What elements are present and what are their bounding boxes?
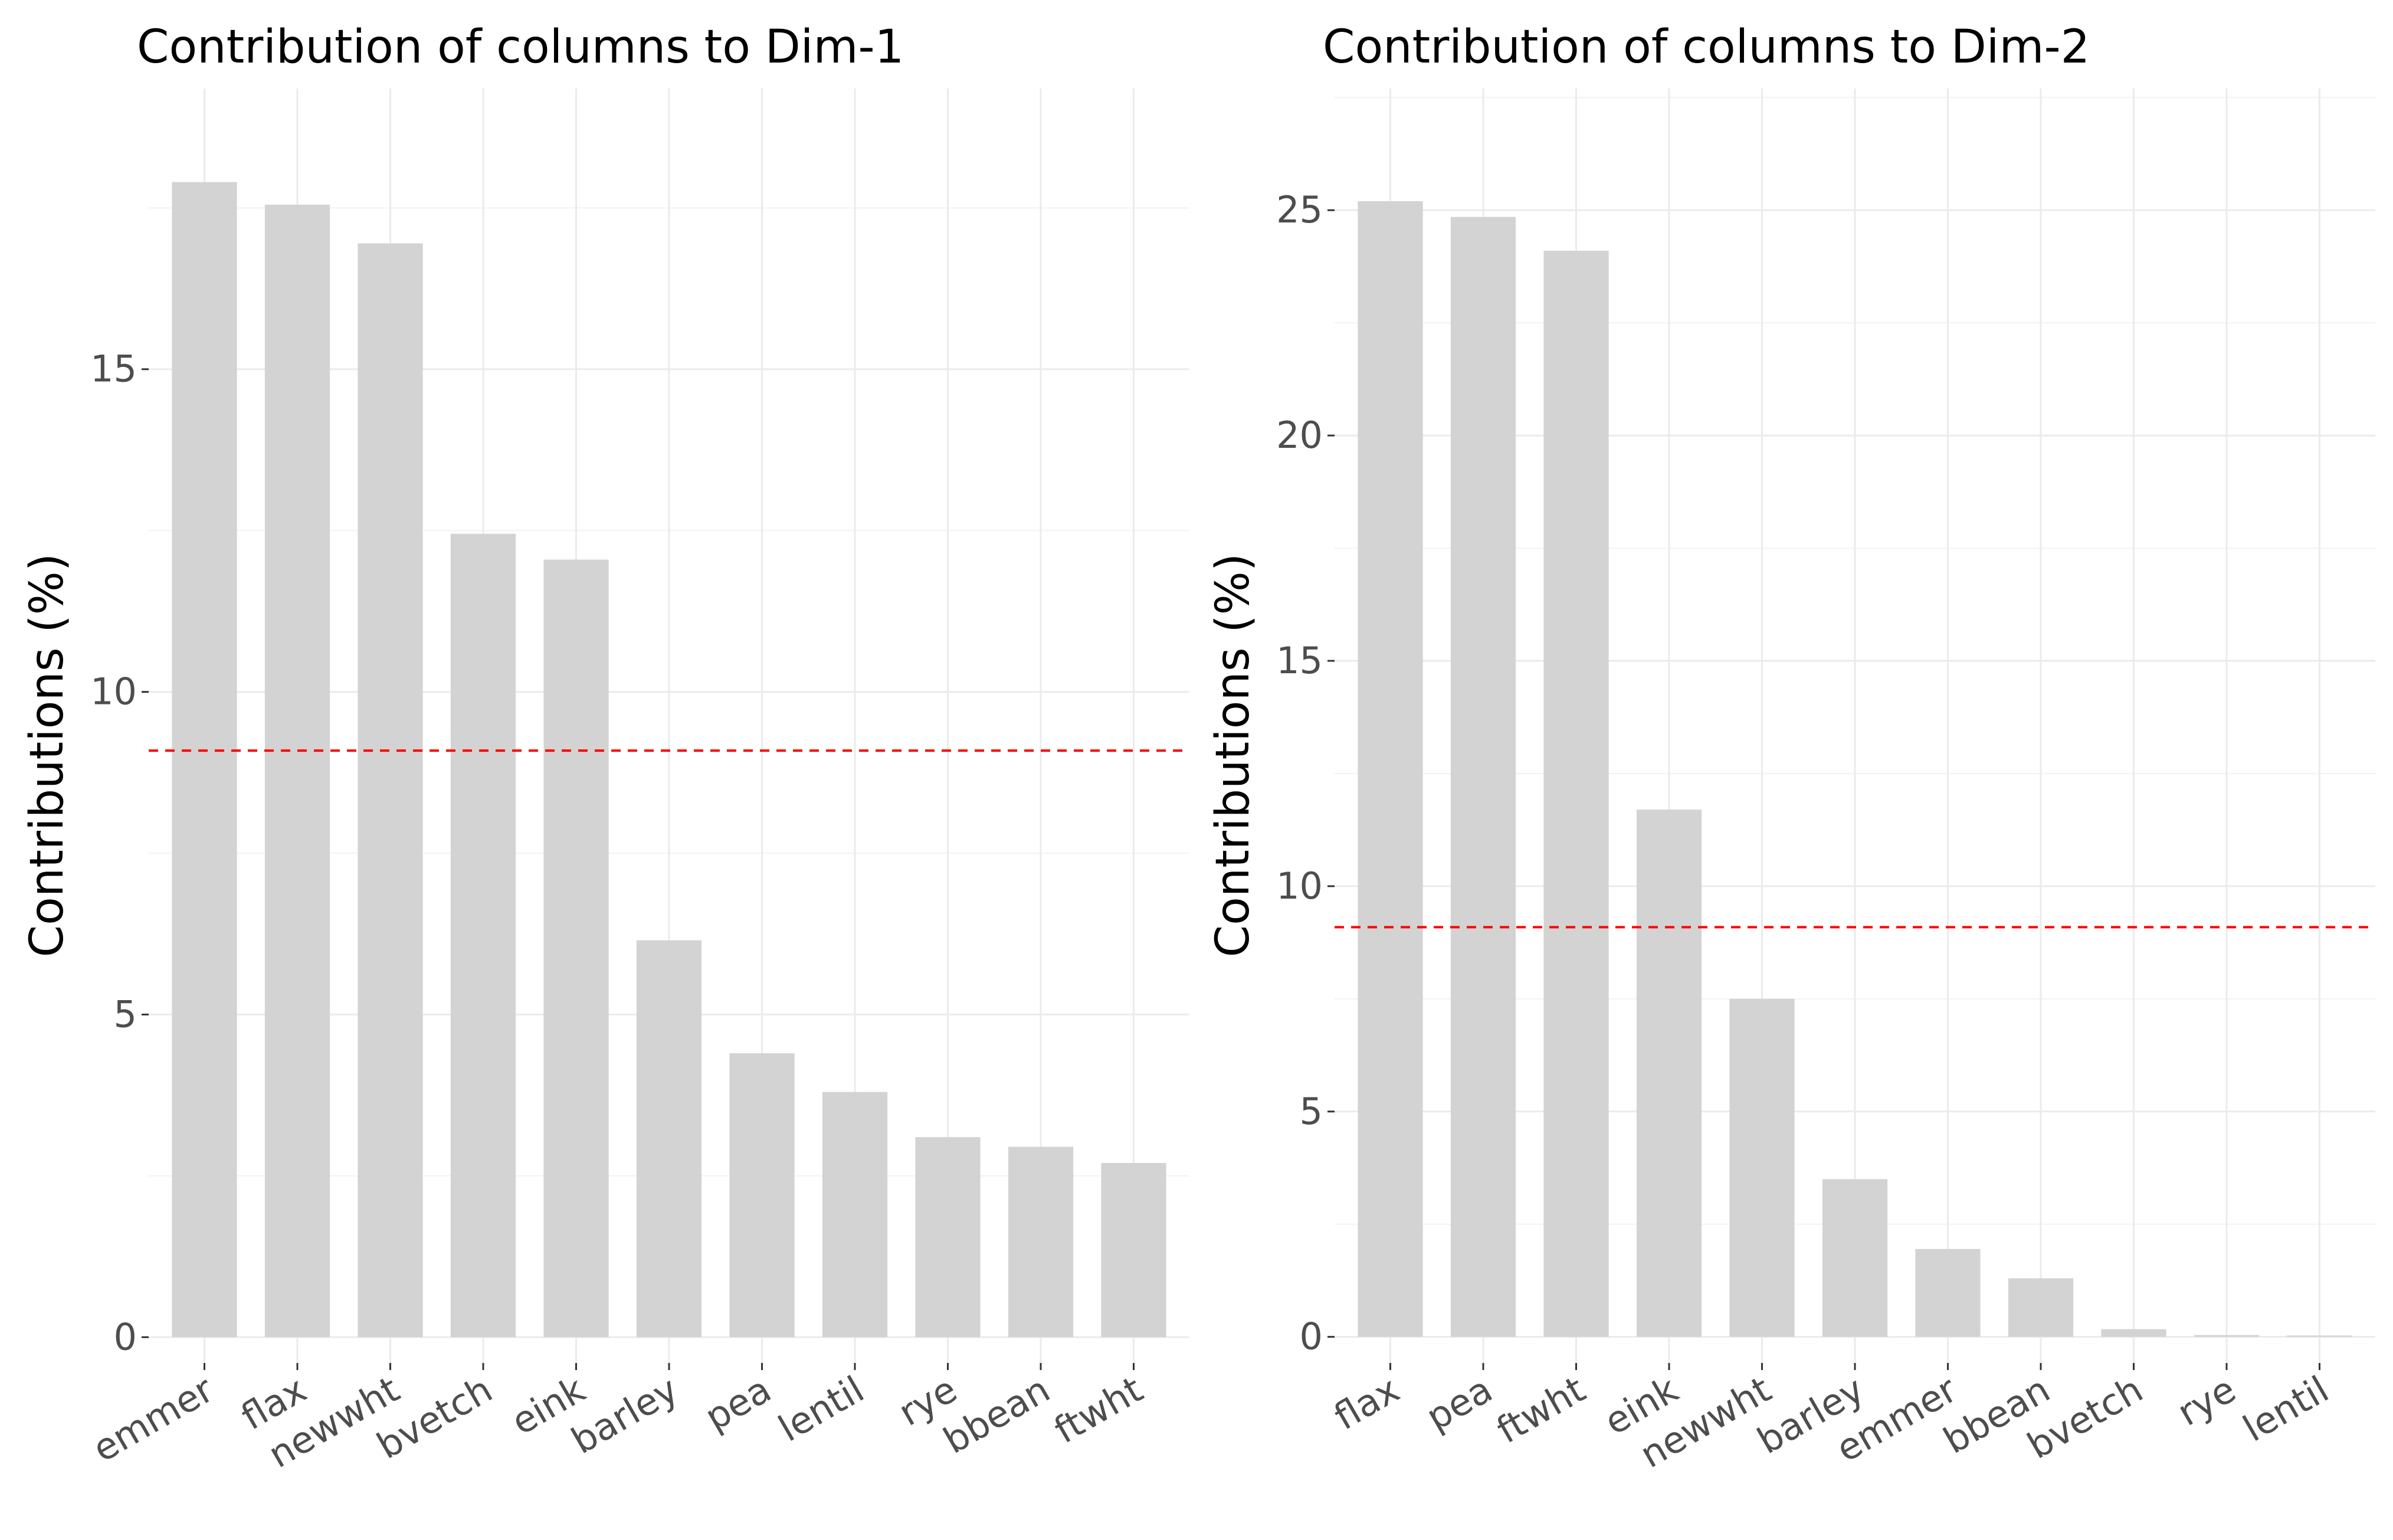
bar-lentil bbox=[822, 1092, 888, 1338]
bar-barley bbox=[1822, 1179, 1888, 1337]
y-tick-label: 5 bbox=[1300, 1090, 1323, 1133]
chart-title: Contribution of columns to Dim-2 bbox=[1323, 21, 2090, 74]
y-tick-label: 20 bbox=[1276, 414, 1323, 457]
y-tick-label: 5 bbox=[114, 992, 137, 1036]
y-axis-label: Contributions (%) bbox=[21, 553, 74, 958]
bar-pea bbox=[1450, 217, 1516, 1337]
y-tick-label: 10 bbox=[1276, 864, 1323, 907]
x-tick-label: bbean bbox=[936, 1368, 1057, 1462]
bar-flax bbox=[264, 204, 330, 1338]
y-tick-label: 15 bbox=[1276, 639, 1323, 682]
x-tick-label: pea bbox=[697, 1368, 778, 1439]
panel-dim-1: Contribution of columns to Dim-1 Contrib… bbox=[21, 21, 1189, 1476]
bar-ftwht bbox=[1543, 250, 1609, 1337]
bar-rye bbox=[915, 1137, 981, 1338]
x-tick-label: lentil bbox=[2236, 1368, 2336, 1450]
x-tick-label: flax bbox=[1327, 1368, 1407, 1439]
x-tick-label: rye bbox=[2170, 1368, 2243, 1434]
bar-bbean bbox=[2008, 1278, 2074, 1337]
bar-emmer bbox=[1915, 1249, 1981, 1337]
x-tick-label: ftwht bbox=[1047, 1368, 1150, 1452]
y-tick-label: 10 bbox=[90, 670, 137, 713]
bar-pea bbox=[729, 1053, 795, 1338]
x-tick-label: pea bbox=[1419, 1368, 1500, 1439]
x-tick-label: emmer bbox=[86, 1368, 221, 1471]
y-tick-label: 0 bbox=[1300, 1315, 1323, 1358]
bar-bbean bbox=[1008, 1146, 1074, 1338]
bar-ftwht bbox=[1101, 1162, 1166, 1338]
bar-emmer bbox=[172, 182, 237, 1338]
bar-barley bbox=[636, 940, 702, 1338]
bar-bvetch bbox=[450, 533, 516, 1338]
y-tick-label: 25 bbox=[1276, 188, 1323, 231]
x-tick-label: ftwht bbox=[1489, 1368, 1592, 1452]
bar-lentil bbox=[2287, 1335, 2352, 1337]
chart-title: Contribution of columns to Dim-1 bbox=[137, 21, 904, 74]
x-tick-label: lentil bbox=[771, 1368, 871, 1450]
panel-dim-2: Contribution of columns to Dim-2 Contrib… bbox=[1207, 21, 2375, 1476]
bar-newwht bbox=[1729, 998, 1795, 1337]
y-tick-label: 0 bbox=[114, 1315, 137, 1358]
x-tick-label: barley bbox=[564, 1368, 685, 1463]
bar-eink bbox=[1636, 810, 1702, 1337]
bar-eink bbox=[543, 559, 609, 1338]
y-axis-label: Contributions (%) bbox=[1207, 553, 1260, 958]
bar-rye bbox=[2194, 1335, 2260, 1337]
bar-newwht bbox=[358, 243, 423, 1338]
y-tick-label: 15 bbox=[90, 348, 137, 391]
bar-flax bbox=[1358, 201, 1423, 1337]
bar-bvetch bbox=[2101, 1329, 2166, 1337]
